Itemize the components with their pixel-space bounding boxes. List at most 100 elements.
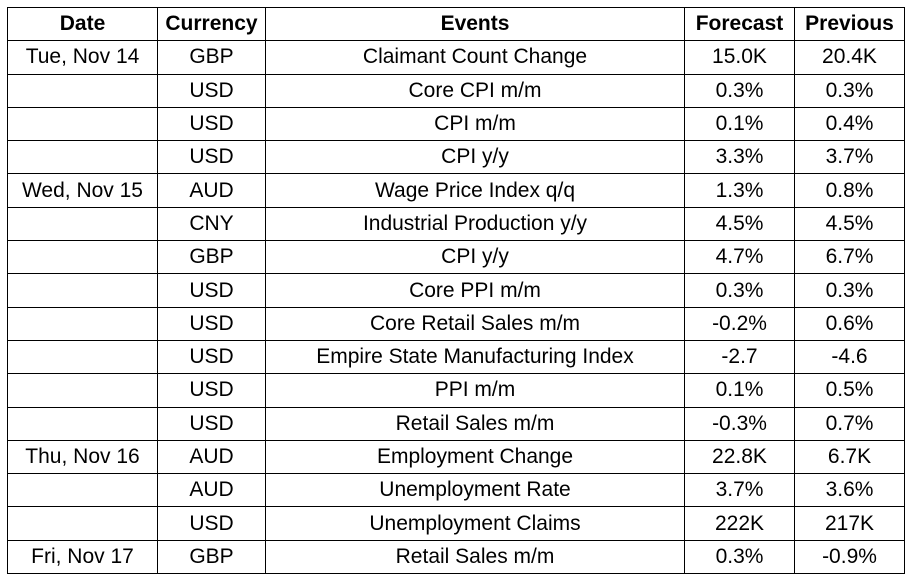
- cell-forecast: 4.5%: [684, 206, 795, 242]
- table-row: Fri, Nov 17 GBP Retail Sales m/m 0.3% -0.9%: [7, 539, 905, 575]
- cell-forecast: 1.3%: [684, 173, 795, 208]
- table-row: Tue, Nov 14 GBP Claimant Count Change 15.0K…: [7, 40, 905, 75]
- cell-event: Empire State Manufacturing Index: [265, 339, 685, 375]
- cell-forecast: 0.3%: [684, 273, 795, 308]
- table-row: USD Retail Sales m/m -0.3% 0.7%: [7, 406, 905, 441]
- cell-forecast: 0.1%: [684, 373, 795, 408]
- cell-date: [7, 406, 158, 441]
- table-row: Thu, Nov 16 AUD Employment Change 22.8K 6.7K: [7, 439, 905, 475]
- cell-forecast: 0.3%: [684, 539, 795, 575]
- cell-forecast: -0.2%: [684, 306, 795, 341]
- cell-previous: 4.5%: [794, 206, 905, 242]
- cell-forecast: 3.7%: [684, 473, 795, 508]
- cell-date: Thu, Nov 16: [7, 439, 158, 475]
- cell-currency: GBP: [157, 40, 266, 75]
- table-row: USD Empire State Manufacturing Index -2.7-…: [7, 339, 905, 375]
- cell-date: [7, 73, 158, 108]
- header-events: Events: [265, 6, 685, 42]
- cell-event: CPI m/m: [265, 106, 685, 142]
- cell-currency: GBP: [157, 240, 266, 275]
- cell-previous: 0.4%: [794, 106, 905, 142]
- table-row: USD Core PPI m/m 0.3% 0.3%: [7, 273, 905, 308]
- cell-event: PPI m/m: [265, 373, 685, 408]
- economic-calendar-table: Date Currency Events Forecast Previous T…: [7, 6, 905, 575]
- header-date: Date: [7, 6, 158, 42]
- cell-forecast: -0.3%: [684, 406, 795, 441]
- cell-currency: AUD: [157, 473, 266, 508]
- cell-date: [7, 473, 158, 508]
- cell-event: Unemployment Claims: [265, 506, 685, 541]
- table-row: CNY Industrial Production y/y 4.5% 4.5%: [7, 206, 905, 242]
- cell-forecast: 4.7%: [684, 240, 795, 275]
- header-previous: Previous: [794, 6, 905, 42]
- table-row: USD CPI y/y 3.3% 3.7%: [7, 140, 905, 175]
- cell-event: Core Retail Sales m/m: [265, 306, 685, 341]
- cell-date: [7, 339, 158, 375]
- cell-previous: 0.8%: [794, 173, 905, 208]
- cell-event: Retail Sales m/m: [265, 539, 685, 575]
- table-row: USD Core Retail Sales m/m -0.2% 0.6%: [7, 306, 905, 341]
- cell-date: [7, 506, 158, 541]
- cell-date: Wed, Nov 15: [7, 173, 158, 208]
- table-row: USD CPI m/m 0.1% 0.4%: [7, 106, 905, 142]
- cell-currency: USD: [157, 306, 266, 341]
- cell-previous: 0.6%: [794, 306, 905, 341]
- cell-event: Core CPI m/m: [265, 73, 685, 108]
- cell-previous: 217K: [794, 506, 905, 541]
- cell-forecast: 222K: [684, 506, 795, 541]
- cell-previous: 0.7%: [794, 406, 905, 441]
- cell-currency: USD: [157, 273, 266, 308]
- cell-date: Tue, Nov 14: [7, 40, 158, 75]
- cell-previous: 6.7K: [794, 439, 905, 475]
- cell-currency: AUD: [157, 439, 266, 475]
- header-currency: Currency: [157, 6, 266, 42]
- cell-forecast: 0.3%: [684, 73, 795, 108]
- cell-event: Industrial Production y/y: [265, 206, 685, 242]
- cell-currency: USD: [157, 339, 266, 375]
- cell-currency: USD: [157, 140, 266, 175]
- cell-currency: GBP: [157, 539, 266, 575]
- cell-forecast: 15.0K: [684, 40, 795, 75]
- cell-previous: 0.5%: [794, 373, 905, 408]
- cell-forecast: 0.1%: [684, 106, 795, 142]
- cell-event: Claimant Count Change: [265, 40, 685, 75]
- cell-previous: 6.7%: [794, 240, 905, 275]
- cell-currency: AUD: [157, 173, 266, 208]
- header-row: Date Currency Events Forecast Previous: [7, 6, 905, 42]
- cell-currency: CNY: [157, 206, 266, 242]
- cell-event: Wage Price Index q/q: [265, 173, 685, 208]
- cell-event: Employment Change: [265, 439, 685, 475]
- cell-date: Fri, Nov 17: [7, 539, 158, 575]
- cell-forecast: 22.8K: [684, 439, 795, 475]
- cell-date: [7, 206, 158, 242]
- cell-date: [7, 106, 158, 142]
- cell-date: [7, 240, 158, 275]
- cell-event: Unemployment Rate: [265, 473, 685, 508]
- economic-calendar: Date Currency Events Forecast Previous T…: [7, 6, 905, 575]
- cell-previous: -4.6: [794, 339, 905, 375]
- cell-currency: USD: [157, 373, 266, 408]
- cell-currency: USD: [157, 73, 266, 108]
- cell-currency: USD: [157, 406, 266, 441]
- cell-previous: -0.9%: [794, 539, 905, 575]
- cell-previous: 20.4K: [794, 40, 905, 75]
- header-forecast: Forecast: [684, 6, 795, 42]
- table-body: Tue, Nov 14 GBP Claimant Count Change 15.0K…: [7, 40, 905, 575]
- cell-currency: USD: [157, 106, 266, 142]
- cell-previous: 3.6%: [794, 473, 905, 508]
- table-row: USD Unemployment Claims 222K 217K: [7, 506, 905, 541]
- cell-event: CPI y/y: [265, 140, 685, 175]
- cell-forecast: -2.7: [684, 339, 795, 375]
- cell-date: [7, 306, 158, 341]
- table-row: USD Core CPI m/m 0.3% 0.3%: [7, 73, 905, 108]
- cell-date: [7, 373, 158, 408]
- table-row: AUD Unemployment Rate 3.7% 3.6%: [7, 473, 905, 508]
- cell-previous: 0.3%: [794, 73, 905, 108]
- cell-date: [7, 140, 158, 175]
- cell-event: CPI y/y: [265, 240, 685, 275]
- table-row: Wed, Nov 15 AUD Wage Price Index q/q 1.3% 0.…: [7, 173, 905, 208]
- cell-currency: USD: [157, 506, 266, 541]
- cell-event: Retail Sales m/m: [265, 406, 685, 441]
- cell-previous: 0.3%: [794, 273, 905, 308]
- table-row: GBP CPI y/y 4.7% 6.7%: [7, 240, 905, 275]
